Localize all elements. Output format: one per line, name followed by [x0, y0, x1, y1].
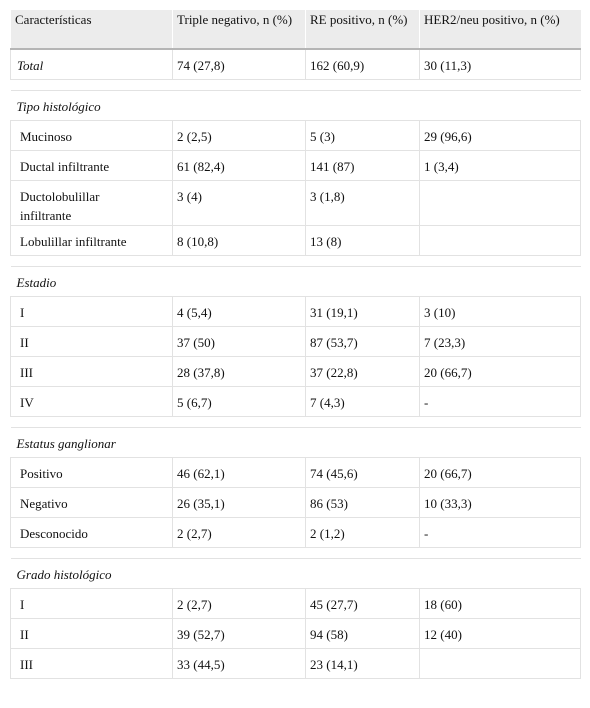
table-row: II 37 (50) 87 (53,7) 7 (23,3)	[10, 325, 581, 357]
header-cell: Triple negativo, n (%)	[172, 10, 306, 50]
cell: 12 (40)	[419, 617, 581, 649]
cell: 29 (96,6)	[419, 119, 581, 151]
cell: 3 (4)	[172, 179, 306, 226]
cell: 37 (50)	[172, 325, 306, 357]
section-title: Estadio	[10, 265, 581, 297]
cell: 18 (60)	[419, 587, 581, 619]
row-label: IV	[10, 385, 173, 417]
table-row: Desconocido 2 (2,7) 2 (1,2) -	[10, 516, 581, 548]
cell: 20 (66,7)	[419, 355, 581, 387]
cell: 5 (3)	[305, 119, 420, 151]
table-row: Total 74 (27,8) 162 (60,9) 30 (11,3)	[10, 48, 581, 80]
cell: 37 (22,8)	[305, 355, 420, 387]
cell: 10 (33,3)	[419, 486, 581, 518]
cell: 23 (14,1)	[305, 647, 420, 679]
spacer-cell	[10, 546, 581, 559]
table-row: Negativo 26 (35,1) 86 (53) 10 (33,3)	[10, 486, 581, 518]
section-row: Estadio	[10, 265, 581, 297]
spacer-cell	[10, 415, 581, 428]
section-row: Estatus ganglionar	[10, 426, 581, 458]
row-label: I	[10, 295, 173, 327]
header-row: Características Triple negativo, n (%) RE …	[10, 10, 581, 50]
cell: 2 (2,7)	[172, 516, 306, 548]
cell: 94 (58)	[305, 617, 420, 649]
row-label: Desconocido	[10, 516, 173, 548]
table-row: III 33 (44,5) 23 (14,1)	[10, 647, 581, 679]
row-label: Mucinoso	[10, 119, 173, 151]
spacer-row	[10, 78, 581, 91]
cell: 26 (35,1)	[172, 486, 306, 518]
cell: -	[419, 516, 581, 548]
cell: 61 (82,4)	[172, 149, 306, 181]
table-row: IV 5 (6,7) 7 (4,3) -	[10, 385, 581, 417]
cell: 74 (27,8)	[172, 48, 306, 80]
table-row: Mucinoso 2 (2,5) 5 (3) 29 (96,6)	[10, 119, 581, 151]
empty-cell	[419, 179, 581, 226]
row-label: II	[10, 325, 173, 357]
empty-cell	[419, 647, 581, 679]
row-label: I	[10, 587, 173, 619]
row-label: Negativo	[10, 486, 173, 518]
row-label: III	[10, 647, 173, 679]
cell: 87 (53,7)	[305, 325, 420, 357]
section-title: Estatus ganglionar	[10, 426, 581, 458]
section-row: Grado histológico	[10, 557, 581, 589]
cell: 162 (60,9)	[305, 48, 420, 80]
cell: 4 (5,4)	[172, 295, 306, 327]
cell: 46 (62,1)	[172, 456, 306, 488]
cell: 1 (3,4)	[419, 149, 581, 181]
row-label: II	[10, 617, 173, 649]
header-cell: Características	[10, 10, 173, 50]
cell: 8 (10,8)	[172, 224, 306, 256]
cell: 2 (2,5)	[172, 119, 306, 151]
spacer-row	[10, 415, 581, 428]
cell: 45 (27,7)	[305, 587, 420, 619]
cell: 74 (45,6)	[305, 456, 420, 488]
cell: 13 (8)	[305, 224, 420, 256]
cell: -	[419, 385, 581, 417]
row-label: III	[10, 355, 173, 387]
empty-cell	[419, 224, 581, 256]
cell: 3 (10)	[419, 295, 581, 327]
cell: 31 (19,1)	[305, 295, 420, 327]
row-label: Total	[10, 48, 173, 80]
spacer-cell	[10, 254, 581, 267]
cell: 86 (53)	[305, 486, 420, 518]
header-cell: RE positivo, n (%)	[305, 10, 420, 50]
spacer-row	[10, 254, 581, 267]
table-row: Ductolobulillar infiltrante 3 (4) 3 (1,8)	[10, 179, 581, 226]
table-row: Lobulillar infiltrante 8 (10,8) 13 (8)	[10, 224, 581, 256]
data-table: Características Triple negativo, n (%) RE …	[10, 10, 581, 679]
table-row: II 39 (52,7) 94 (58) 12 (40)	[10, 617, 581, 649]
row-label: Ductolobulillar infiltrante	[10, 179, 173, 226]
table-row: Ductal infiltrante 61 (82,4) 141 (87) 1 (3,…	[10, 149, 581, 181]
cell: 30 (11,3)	[419, 48, 581, 80]
cell: 7 (4,3)	[305, 385, 420, 417]
row-label: Ductal infiltrante	[10, 149, 173, 181]
spacer-row	[10, 546, 581, 559]
header-cell: HER2/neu positivo, n (%)	[419, 10, 581, 50]
cell: 20 (66,7)	[419, 456, 581, 488]
section-title: Grado histológico	[10, 557, 581, 589]
cell: 2 (2,7)	[172, 587, 306, 619]
cell: 39 (52,7)	[172, 617, 306, 649]
section-row: Tipo histológico	[10, 89, 581, 121]
row-label: Positivo	[10, 456, 173, 488]
cell: 5 (6,7)	[172, 385, 306, 417]
table-row: III 28 (37,8) 37 (22,8) 20 (66,7)	[10, 355, 581, 387]
cell: 33 (44,5)	[172, 647, 306, 679]
row-label: Lobulillar infiltrante	[10, 224, 173, 256]
cell: 3 (1,8)	[305, 179, 420, 226]
spacer-cell	[10, 78, 581, 91]
section-title: Tipo histológico	[10, 89, 581, 121]
table-row: Positivo 46 (62,1) 74 (45,6) 20 (66,7)	[10, 456, 581, 488]
cell: 7 (23,3)	[419, 325, 581, 357]
cell: 141 (87)	[305, 149, 420, 181]
cell: 28 (37,8)	[172, 355, 306, 387]
cell: 2 (1,2)	[305, 516, 420, 548]
